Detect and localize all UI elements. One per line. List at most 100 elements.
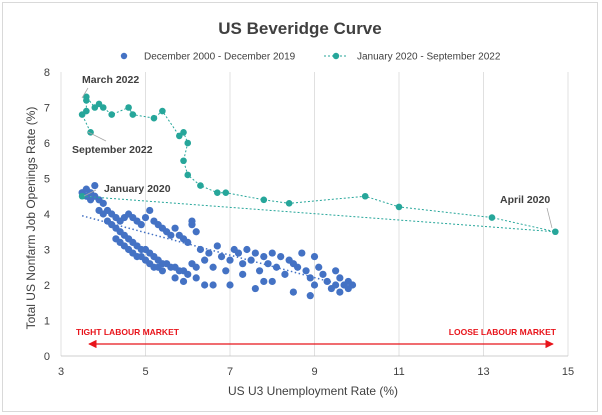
series2-point [91,104,99,111]
y-tick-label: 4 [44,209,50,221]
series2-point [214,189,221,196]
series1-point [310,281,319,289]
series1-point [184,238,192,246]
series1-point [226,256,234,264]
series1-point [209,281,217,289]
series1-point [201,281,209,289]
series1-point [302,267,310,275]
series1-point [91,182,99,190]
series1-point [99,199,107,207]
series1-point [205,249,213,257]
series1-point [251,249,259,257]
series2-point [552,228,559,236]
series1-point [268,249,276,257]
annotation-january-2020: January 2020 [104,183,171,195]
series2-point [78,192,86,200]
series1-point [260,253,268,261]
series1-point [332,281,340,289]
series1-point [255,267,264,275]
series1-point [213,242,221,250]
series2-point [125,104,132,111]
series2-point [180,157,187,165]
series1-point [234,249,243,257]
series1-point [158,267,166,275]
x-tick-label: 7 [227,366,233,378]
y-tick-label: 6 [44,138,50,150]
series1-point [306,292,314,300]
x-tick-labels: 3 5 7 9 11 13 15 [58,366,574,378]
series1-point [319,270,327,278]
series1-point [260,277,268,286]
series2-point [285,200,293,207]
x-tick-label: 9 [311,366,317,378]
series1-point [243,245,251,254]
annotation-april-2020: April 2020 [500,194,550,206]
y-tick-label: 0 [44,351,50,363]
series2-point [184,171,192,179]
y-tick-label: 3 [44,245,50,257]
y-axis-label: Total US Nonfarm Job Openings Rate (%) [24,107,38,330]
series1-point [289,288,297,296]
series1-point [323,277,331,286]
annotation-leader-september-2022 [87,131,107,142]
legend-marker-series1 [120,52,128,60]
series2-point [83,97,90,104]
series1-point [310,253,319,261]
series1-point [336,288,344,296]
series1-point [239,260,247,268]
series2-group [78,93,559,236]
legend-label-series1: December 2000 - December 2019 [144,52,296,63]
series2-point [395,203,403,211]
y-tick-label: 8 [44,67,50,79]
chart-frame [2,2,598,412]
series1-point [209,263,217,271]
series2-point [488,214,496,221]
chart-title: US Beveridge Curve [218,19,381,38]
annotation-march-2022: March 2022 [82,74,139,86]
series2-point [150,114,158,122]
series1-point [306,274,314,282]
series1-point [137,221,145,229]
series1-point [184,270,192,278]
series1-point [251,284,259,293]
gridlines [60,72,569,357]
series1-point [332,267,340,275]
series1-point [247,256,255,264]
annotation-leader-march-2022 [81,87,89,99]
series2-point [78,111,86,118]
series1-point [171,224,179,232]
series1-point [146,206,154,215]
series1-point [226,281,234,289]
series2-point [176,132,183,140]
series1-point [167,231,175,239]
y-tick-label: 7 [44,103,50,115]
series1-point [171,274,179,282]
series1-point [264,260,272,268]
y-tick-label: 1 [44,316,50,328]
series1-point [272,263,281,271]
series1-point [179,277,188,286]
series2-point [197,182,204,189]
series1-point [239,270,247,278]
series1-point [268,277,276,286]
series1-point [298,249,306,257]
tight-labour-market-label: TIGHT LABOUR MARKET [76,327,180,337]
annotation-september-2022: September 2022 [72,144,153,156]
series1-point [192,263,200,271]
y-tick-label: 5 [44,174,50,186]
x-tick-label: 13 [477,366,489,378]
x-tick-label: 11 [393,366,404,378]
series1-point [222,267,230,275]
series1-point [141,213,150,222]
series1-point [294,263,302,271]
series1-point [188,217,196,225]
legend-marker-series2 [332,52,340,60]
series2-point [184,139,192,147]
series2-line [81,95,556,233]
series1-point [217,253,226,261]
series1-point [192,228,200,236]
x-tick-label: 5 [142,366,148,378]
series1-point [281,270,289,278]
x-tick-label: 15 [562,366,574,378]
